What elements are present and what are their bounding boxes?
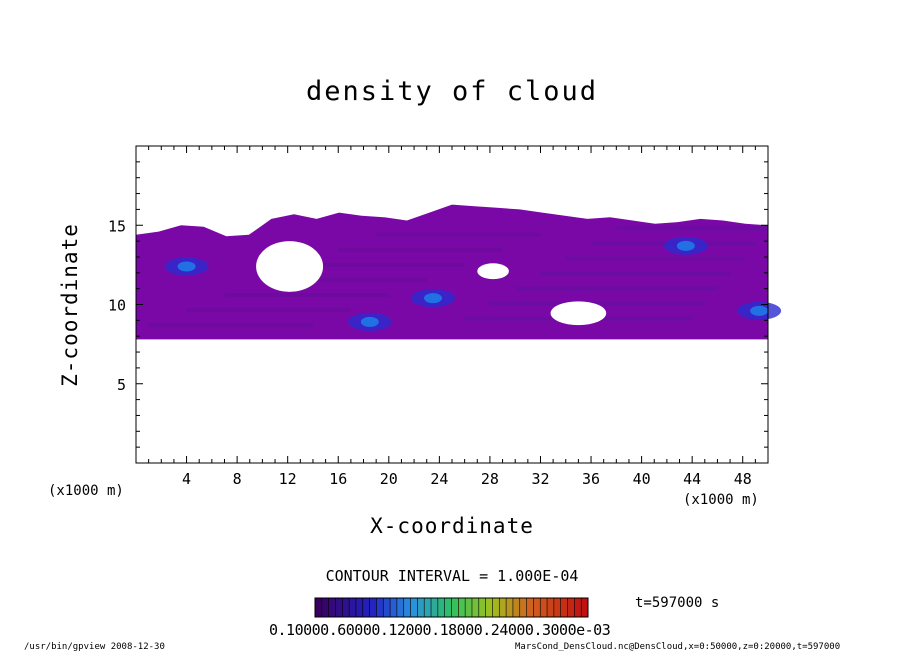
cloud-streak [540, 271, 731, 276]
cloud-streak [186, 308, 351, 313]
cloud-density-region [136, 204, 768, 340]
colorbar-cell [410, 598, 418, 617]
dense-spot-core [676, 240, 695, 251]
dense-spot-core [360, 316, 379, 327]
colorbar-cell [437, 598, 446, 617]
footer-source: MarsCond_DensCloud.nc@DensCloud,x=0:5000… [515, 642, 841, 652]
colorbar-cell [315, 598, 323, 617]
y-axis-label: Z-coordinate [58, 223, 82, 387]
colorbar-cell [390, 598, 398, 617]
cloud-streak [376, 232, 541, 237]
cloud-streak [262, 277, 427, 282]
contour-interval: CONTOUR INTERVAL = 1.000E-04 [325, 567, 579, 585]
colorbar-cell [349, 598, 357, 617]
chart-title: density of cloud [305, 76, 599, 107]
colorbar-cell [506, 598, 514, 617]
colorbar-cell [458, 598, 466, 617]
cloud-streak [300, 262, 465, 267]
cloud-streak [338, 247, 503, 252]
colorbar-cell [485, 598, 493, 617]
x-tick-label: 12 [279, 470, 297, 488]
colorbar-cell [403, 598, 412, 617]
colorbar [314, 597, 589, 618]
colorbar-cell [376, 598, 384, 617]
footer-program: /usr/bin/gpview 2008-12-30 [24, 642, 165, 652]
cloud-streak [565, 256, 743, 261]
cloud-gap [550, 301, 607, 326]
y-tick-label: 10 [108, 297, 126, 315]
colorbar-labels: 0.10000.60000.12000.18000.24000.3000e-03 [269, 621, 611, 639]
colorbar-cell [499, 598, 507, 617]
colorbar-cell [581, 598, 589, 617]
colorbar-cell [471, 598, 480, 617]
colorbar-cell [342, 598, 350, 617]
x-axis-label: X-coordinate [370, 514, 534, 538]
dense-spot-core [750, 305, 769, 316]
cloud-streak [489, 301, 705, 306]
colorbar-cell [574, 598, 582, 617]
colorbar-cell [478, 598, 487, 617]
x-tick-label: 44 [683, 470, 701, 488]
x-tick-label: 8 [233, 470, 242, 488]
colorbar-frame [314, 597, 589, 618]
colorbar-cell [328, 598, 336, 617]
cloud-streak [224, 292, 389, 297]
x-tick-label: 48 [734, 470, 752, 488]
colorbar-cell [355, 598, 364, 617]
cloud-gap [256, 241, 324, 292]
colorbar-cell [396, 598, 405, 617]
x-tick-label: 40 [633, 470, 651, 488]
colorbar-cell [553, 598, 562, 617]
colorbar-cell [424, 598, 432, 617]
x-tick-label: 20 [380, 470, 398, 488]
colorbar-cell [383, 598, 391, 617]
colorbar-cell [540, 598, 548, 617]
dense-spot-core [424, 293, 443, 304]
colorbar-cell [321, 598, 330, 617]
dense-spot-core [177, 261, 196, 272]
x-tick-label: 28 [481, 470, 499, 488]
x-tick-label: 36 [582, 470, 600, 488]
cloud-gap [477, 263, 509, 280]
colorbar-cell [567, 598, 575, 617]
plot-area [136, 204, 782, 340]
x-tick-label: 24 [430, 470, 448, 488]
colorbar-cell [560, 598, 569, 617]
colorbar-cell [492, 598, 500, 617]
colorbar-cell [335, 598, 343, 617]
colorbar-cell [362, 598, 371, 617]
colorbar-cell [451, 598, 459, 617]
colorbar-cell [533, 598, 541, 617]
y-tick-label: 15 [108, 217, 126, 235]
cloud-streak [148, 323, 313, 328]
colorbar-cell [444, 598, 452, 617]
y-tick-label: 5 [117, 376, 126, 394]
x-tick-label: 4 [182, 470, 191, 488]
colorbar-cell [465, 598, 473, 617]
colorbar-cell [547, 598, 555, 617]
colorbar-cell [512, 598, 521, 617]
x-axis-unit-left: (x1000 m) [48, 483, 124, 499]
colorbar-cell [369, 598, 377, 617]
colorbar-cell [526, 598, 534, 617]
x-axis-unit-right: (x1000 m) [683, 492, 759, 508]
x-tick-label: 32 [531, 470, 549, 488]
cloud-streak [616, 226, 768, 231]
colorbar-cell [431, 598, 439, 617]
x-tick-label: 16 [329, 470, 347, 488]
cloud-streak [515, 286, 718, 291]
colorbar-cell [519, 598, 528, 617]
time-label: t=597000 s [635, 595, 720, 611]
colorbar-cell [417, 598, 425, 617]
